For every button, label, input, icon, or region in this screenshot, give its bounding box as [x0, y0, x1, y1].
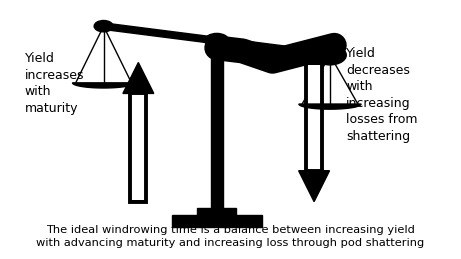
- Polygon shape: [299, 171, 330, 202]
- Circle shape: [313, 45, 346, 65]
- Polygon shape: [299, 104, 361, 109]
- Polygon shape: [102, 23, 331, 58]
- Text: Yield
decreases
with
increasing
losses from
shattering: Yield decreases with increasing losses f…: [346, 47, 418, 142]
- Text: The ideal windrowing time is a balance between increasing yield
with advancing m: The ideal windrowing time is a balance b…: [36, 225, 425, 248]
- Polygon shape: [72, 83, 135, 88]
- Circle shape: [94, 20, 113, 32]
- Bar: [130, 93, 147, 202]
- Bar: [306, 62, 322, 64]
- Text: Yield
increases
with
maturity: Yield increases with maturity: [25, 52, 84, 115]
- Bar: [306, 62, 322, 171]
- Bar: [172, 214, 262, 227]
- Bar: [211, 47, 223, 208]
- Polygon shape: [123, 62, 154, 93]
- Circle shape: [205, 33, 229, 48]
- Bar: [130, 200, 147, 202]
- Bar: [197, 208, 236, 214]
